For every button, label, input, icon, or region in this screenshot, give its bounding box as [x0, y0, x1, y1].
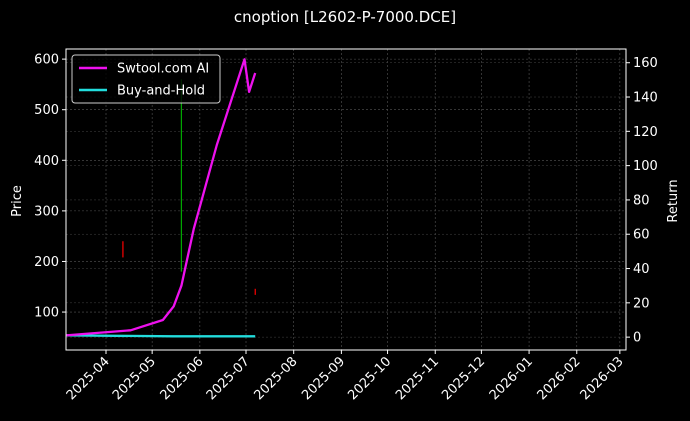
chart-title: cnoption [L2602-P-7000.DCE] [234, 8, 456, 26]
y-right-tick-label: 0 [633, 331, 641, 346]
y-left-tick-label: 400 [34, 154, 59, 169]
series-lines [65, 58, 257, 338]
legend-label: Swtool.com AI [117, 62, 209, 77]
y-right-tick-label: 40 [633, 262, 650, 277]
x-tick-label: 2025-05 [110, 354, 159, 403]
y-axis-left: 100 200 300 400 500 600 [34, 53, 66, 321]
x-tick-label: 2025-09 [299, 354, 348, 403]
y-left-tick-label: 300 [34, 204, 59, 219]
y-right-tick-label: 140 [633, 91, 658, 106]
y-axis-left-label: Price [10, 185, 25, 217]
y-right-tick-label: 60 [633, 228, 650, 243]
x-tick-label: 2025-11 [393, 354, 442, 403]
series-line [65, 58, 257, 337]
x-tick-label: 2025-08 [251, 354, 300, 403]
price-markers [122, 79, 256, 295]
x-tick-label: 2026-02 [535, 354, 584, 403]
y-right-tick-label: 100 [633, 159, 658, 174]
legend-box [71, 54, 221, 104]
series-line [65, 334, 256, 338]
x-tick-label: 2025-07 [204, 354, 253, 403]
legend: Swtool.com AI Buy-and-Hold [71, 54, 221, 104]
x-axis: 2025-042025-052025-062025-072025-082025-… [64, 350, 627, 403]
x-tick-label: 2025-12 [439, 354, 488, 403]
y-right-tick-label: 20 [633, 296, 650, 311]
legend-label: Buy-and-Hold [117, 84, 205, 99]
grid [66, 49, 626, 350]
x-tick-label: 2026-01 [487, 354, 536, 403]
x-tick-label: 2026-03 [578, 354, 627, 403]
y-axis-right-label: Return [666, 179, 681, 222]
y-left-tick-label: 500 [34, 103, 59, 118]
y-left-tick-label: 200 [34, 255, 59, 270]
x-tick-label: 2025-10 [345, 354, 394, 403]
y-left-tick-label: 600 [34, 53, 59, 68]
y-right-tick-label: 160 [633, 56, 658, 71]
x-tick-label: 2025-04 [64, 354, 113, 403]
x-tick-label: 2025-06 [158, 354, 207, 403]
y-axis-right: 0 20 40 60 80 100 120 140 160 [626, 56, 658, 346]
y-right-tick-label: 80 [633, 193, 650, 208]
y-right-tick-label: 120 [633, 125, 658, 140]
y-left-tick-label: 100 [34, 306, 59, 321]
